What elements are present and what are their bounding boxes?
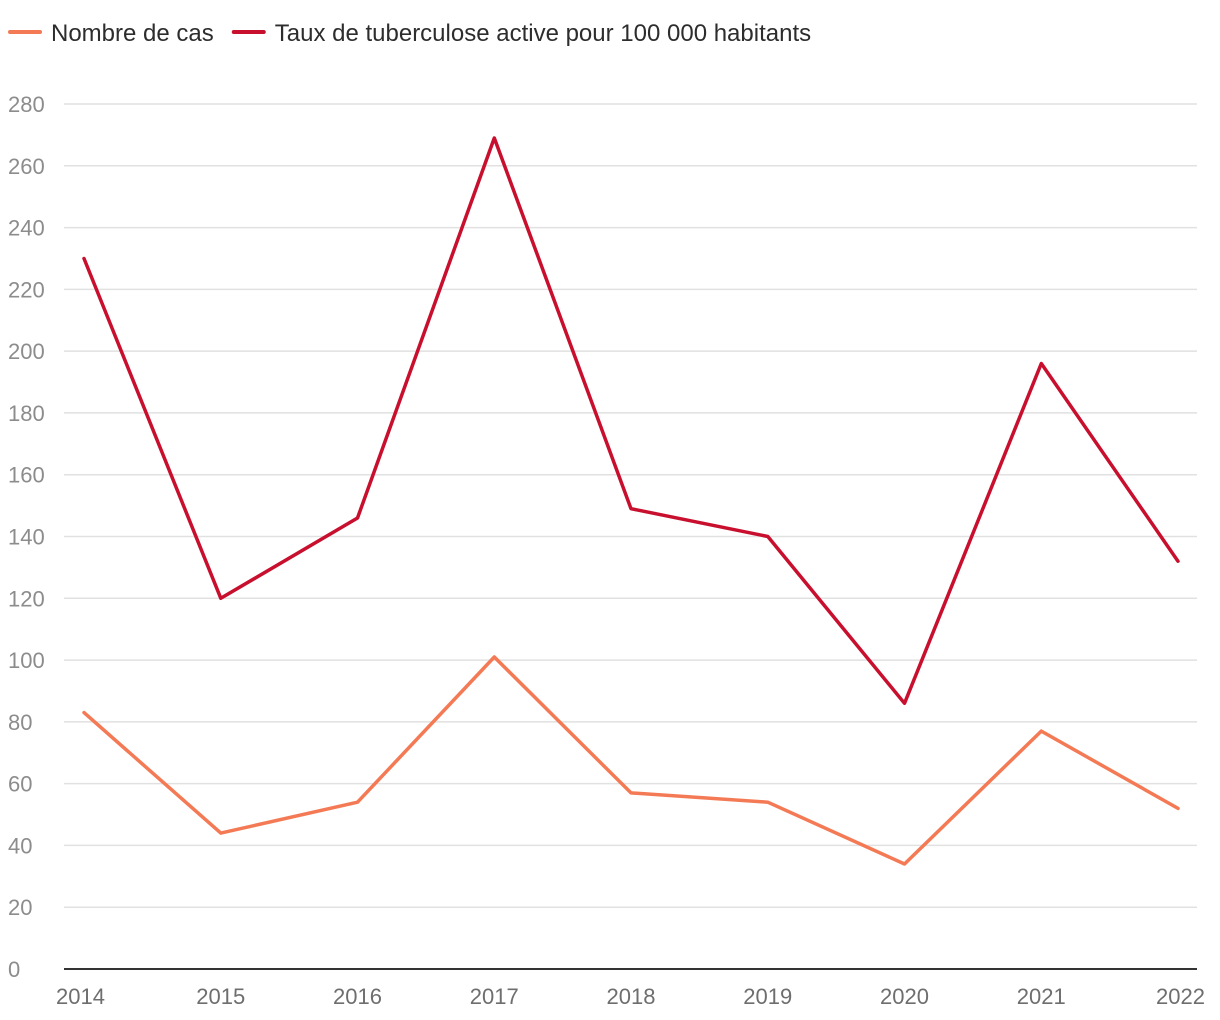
x-tick-label-2015: 2015 (196, 984, 245, 1009)
y-tick-label-0: 0 (8, 957, 20, 982)
y-tick-label-140: 140 (8, 525, 45, 550)
y-tick-label-60: 60 (8, 772, 32, 797)
legend-label: Nombre de cas (51, 20, 214, 47)
series-lines (82, 136, 1180, 866)
y-tick-label-100: 100 (8, 648, 45, 673)
y-tick-label-160: 160 (8, 463, 45, 488)
x-tick-label-2022: 2022 (1156, 984, 1205, 1009)
y-axis-ticks: 0 20 40 60 80 100 120 140 160 180 200 220 240 260 280 (8, 92, 45, 982)
x-tick-label-2017: 2017 (470, 984, 519, 1009)
series-line-nombre-de-cas (82, 655, 1180, 866)
x-tick-label-2020: 2020 (880, 984, 929, 1009)
y-tick-label-20: 20 (8, 895, 32, 920)
x-tick-label-2021: 2021 (1017, 984, 1066, 1009)
series-line-taux-tuberculose (82, 136, 1180, 706)
y-tick-label-180: 180 (8, 401, 45, 426)
y-tick-label-260: 260 (8, 154, 45, 179)
legend-item-taux-tuberculose: Taux de tuberculose active pour 100 000 … (231, 20, 811, 47)
y-tick-label-40: 40 (8, 833, 32, 858)
y-tick-label-120: 120 (8, 586, 45, 611)
x-tick-label-2019: 2019 (743, 984, 792, 1009)
y-tick-label-80: 80 (8, 710, 32, 735)
x-tick-label-2016: 2016 (333, 984, 382, 1009)
legend-label: Taux de tuberculose active pour 100 000 … (275, 20, 811, 47)
x-axis-ticks: 2014 2015 2016 2017 2018 2019 2020 2021 2022 (56, 984, 1205, 1009)
y-tick-label-280: 280 (8, 92, 45, 117)
y-tick-label-220: 220 (8, 277, 45, 302)
y-tick-label-200: 200 (8, 339, 45, 364)
legend: Nombre de cas Taux de tuberculose active … (8, 20, 811, 47)
x-tick-label-2014: 2014 (56, 984, 105, 1009)
legend-item-nombre-de-cas: Nombre de cas (8, 20, 214, 47)
x-tick-label-2018: 2018 (607, 984, 656, 1009)
grid (64, 103, 1197, 908)
y-tick-label-240: 240 (8, 216, 45, 241)
